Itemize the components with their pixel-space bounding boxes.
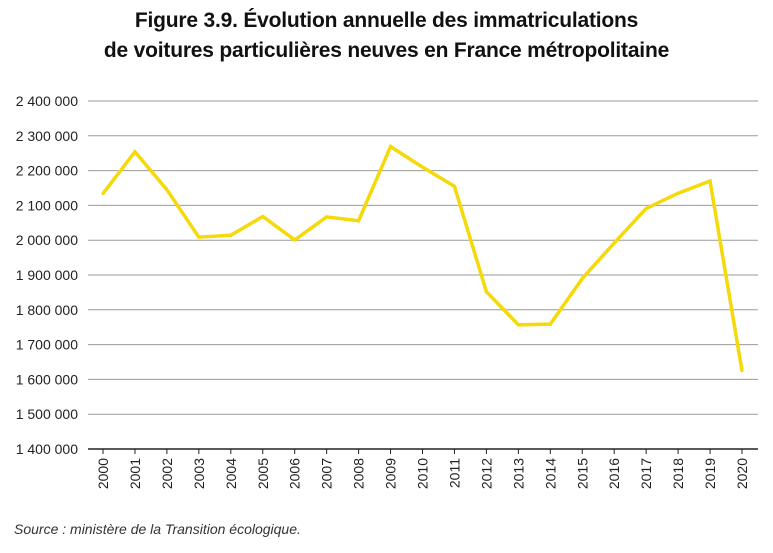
y-tick-label-4: 1 800 000	[16, 302, 78, 318]
data-point-2009	[389, 145, 393, 149]
x-tick-label-2005: 2005	[255, 458, 271, 489]
y-tick-label-9: 2 300 000	[16, 128, 78, 144]
chart-title-line-2: de voitures particulières neuves en Fran…	[103, 39, 670, 62]
data-point-2014	[548, 322, 552, 326]
x-tick-label-2011: 2011	[446, 458, 462, 488]
data-point-2012	[484, 290, 488, 294]
data-point-2017	[644, 207, 648, 211]
x-tick-label-2020: 2020	[734, 458, 750, 489]
data-point-2016	[612, 241, 616, 245]
data-point-2018	[676, 191, 680, 195]
x-tick-label-2008: 2008	[351, 458, 367, 489]
y-axis-tick-labels: 1 400 000 1 500 000 1 600 000 1 700 000 1 80…	[16, 93, 78, 457]
x-tick-label-2012: 2012	[478, 458, 494, 489]
series-lines	[101, 144, 744, 373]
x-tick-label-2004: 2004	[223, 458, 239, 489]
y-tick-label-5: 1 900 000	[16, 267, 78, 283]
y-tick-label-6: 2 000 000	[16, 232, 78, 248]
data-point-2011	[452, 184, 456, 188]
y-tick-label-8: 2 200 000	[16, 163, 78, 179]
series-line-0	[101, 144, 744, 371]
data-point-2005	[261, 215, 265, 219]
x-tick-label-2014: 2014	[542, 458, 558, 489]
data-point-2013	[516, 323, 520, 327]
chart-title: Figure 3.9. Évolution annuelle des immat…	[0, 6, 773, 66]
data-point-2006	[293, 238, 297, 242]
x-tick-label-2006: 2006	[287, 458, 303, 489]
y-tick-label-10: 2 400 000	[16, 93, 78, 109]
y-tick-label-1: 1 500 000	[16, 406, 78, 422]
data-point-2001	[133, 150, 137, 154]
y-tick-label-7: 2 100 000	[16, 197, 78, 213]
x-axis: 2000 2001 2002 2003 2004 2005 2006 2007 2008 2009…	[88, 448, 758, 489]
x-tick-label-2009: 2009	[383, 458, 399, 489]
data-point-2007	[325, 215, 329, 219]
x-tick-label-2002: 2002	[159, 458, 175, 489]
x-tick-label-2016: 2016	[606, 458, 622, 489]
y-tick-label-2: 1 600 000	[16, 371, 78, 387]
grid-lines	[88, 100, 758, 450]
x-tick-label-2003: 2003	[191, 458, 207, 489]
data-point-2002	[165, 188, 169, 192]
data-point-2020	[740, 369, 744, 373]
x-tick-label-2018: 2018	[670, 458, 686, 489]
data-point-2010	[421, 165, 424, 169]
source-note: Source : ministère de la Transition écol…	[14, 521, 301, 537]
y-tick-label-0: 1 400 000	[16, 441, 78, 457]
x-tick-label-2000: 2000	[95, 458, 111, 489]
x-tick-label-2010: 2010	[415, 458, 431, 489]
data-point-2015	[580, 276, 584, 280]
data-point-2019	[708, 179, 712, 183]
y-tick-label-3: 1 700 000	[16, 337, 78, 353]
data-point-2003	[197, 235, 201, 239]
x-tick-label-2013: 2013	[510, 458, 526, 489]
x-tick-label-2001: 2001	[127, 458, 143, 489]
x-tick-label-2007: 2007	[319, 458, 335, 489]
data-point-2004	[229, 233, 233, 237]
chart-title-line-1: Figure 3.9. Évolution annuelle des immat…	[134, 9, 639, 32]
x-tick-label-2015: 2015	[574, 458, 590, 489]
x-tick-label-2017: 2017	[638, 458, 654, 489]
x-tick-label-2019: 2019	[702, 458, 718, 489]
data-point-2000	[101, 192, 105, 196]
data-point-2008	[357, 219, 361, 223]
